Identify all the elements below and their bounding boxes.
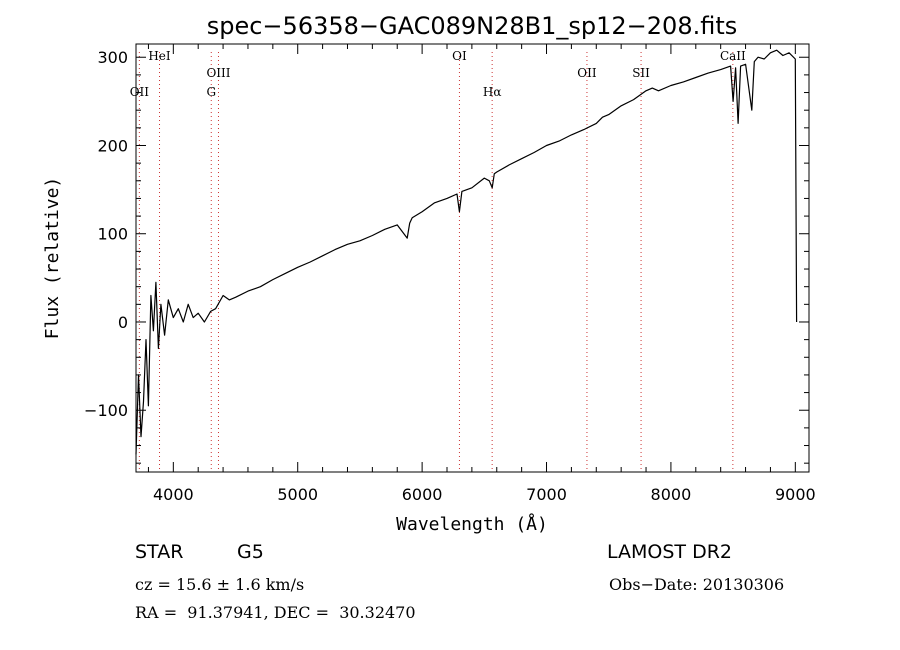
- reference-line-label: OIII: [206, 66, 230, 80]
- y-tick-label: 0: [118, 313, 128, 332]
- x-axis-label: Wavelength (Å): [396, 513, 548, 535]
- spectrum-line-group: [135, 49, 798, 455]
- reference-line-label: OII: [577, 66, 597, 80]
- reference-line-label: HeI: [148, 49, 171, 63]
- x-tick-label: 5000: [277, 485, 318, 504]
- reference-line-label: CaII: [720, 49, 746, 63]
- spectrum-series-line: [135, 49, 798, 455]
- y-tick-label: 100: [97, 225, 128, 244]
- survey-label: LAMOST DR2: [607, 541, 732, 563]
- axis-ticks-group: 4000 5000 6000 7000 8000 9000 −100 0 100 200 300: [84, 44, 816, 504]
- x-tick-label: 7000: [526, 485, 567, 504]
- y-axis-label: Flux (relative): [42, 177, 63, 340]
- obs-date-text: Obs−Date: 20130306: [609, 575, 785, 594]
- y-tick-label: 300: [97, 48, 128, 67]
- x-tick-label: 6000: [402, 485, 443, 504]
- x-tick-label: 4000: [153, 485, 194, 504]
- reference-line-label: OII: [130, 85, 150, 99]
- object-class: STAR: [135, 541, 184, 563]
- reference-line-label: Hα: [483, 85, 502, 99]
- reference-line-label: G: [206, 85, 216, 99]
- reference-line-label: OI: [452, 49, 467, 63]
- redshift-text: cz = 15.6 ± 1.6 km/s: [135, 575, 305, 594]
- reference-line-label: SII: [632, 66, 650, 80]
- object-subclass: G5: [237, 541, 264, 563]
- x-tick-label: 9000: [775, 485, 816, 504]
- y-tick-label: 200: [97, 136, 128, 155]
- plot-frame: [135, 43, 810, 473]
- chart-title: spec−56358−GAC089N28B1_sp12−208.fits: [207, 12, 738, 40]
- x-tick-label: 8000: [651, 485, 692, 504]
- coordinates-text: RA = 91.37941, DEC = 30.32470: [135, 603, 416, 622]
- reference-lines-group: OII HeI G OIII OI Hα OII SII CaII: [130, 49, 746, 472]
- y-tick-label: −100: [84, 401, 128, 420]
